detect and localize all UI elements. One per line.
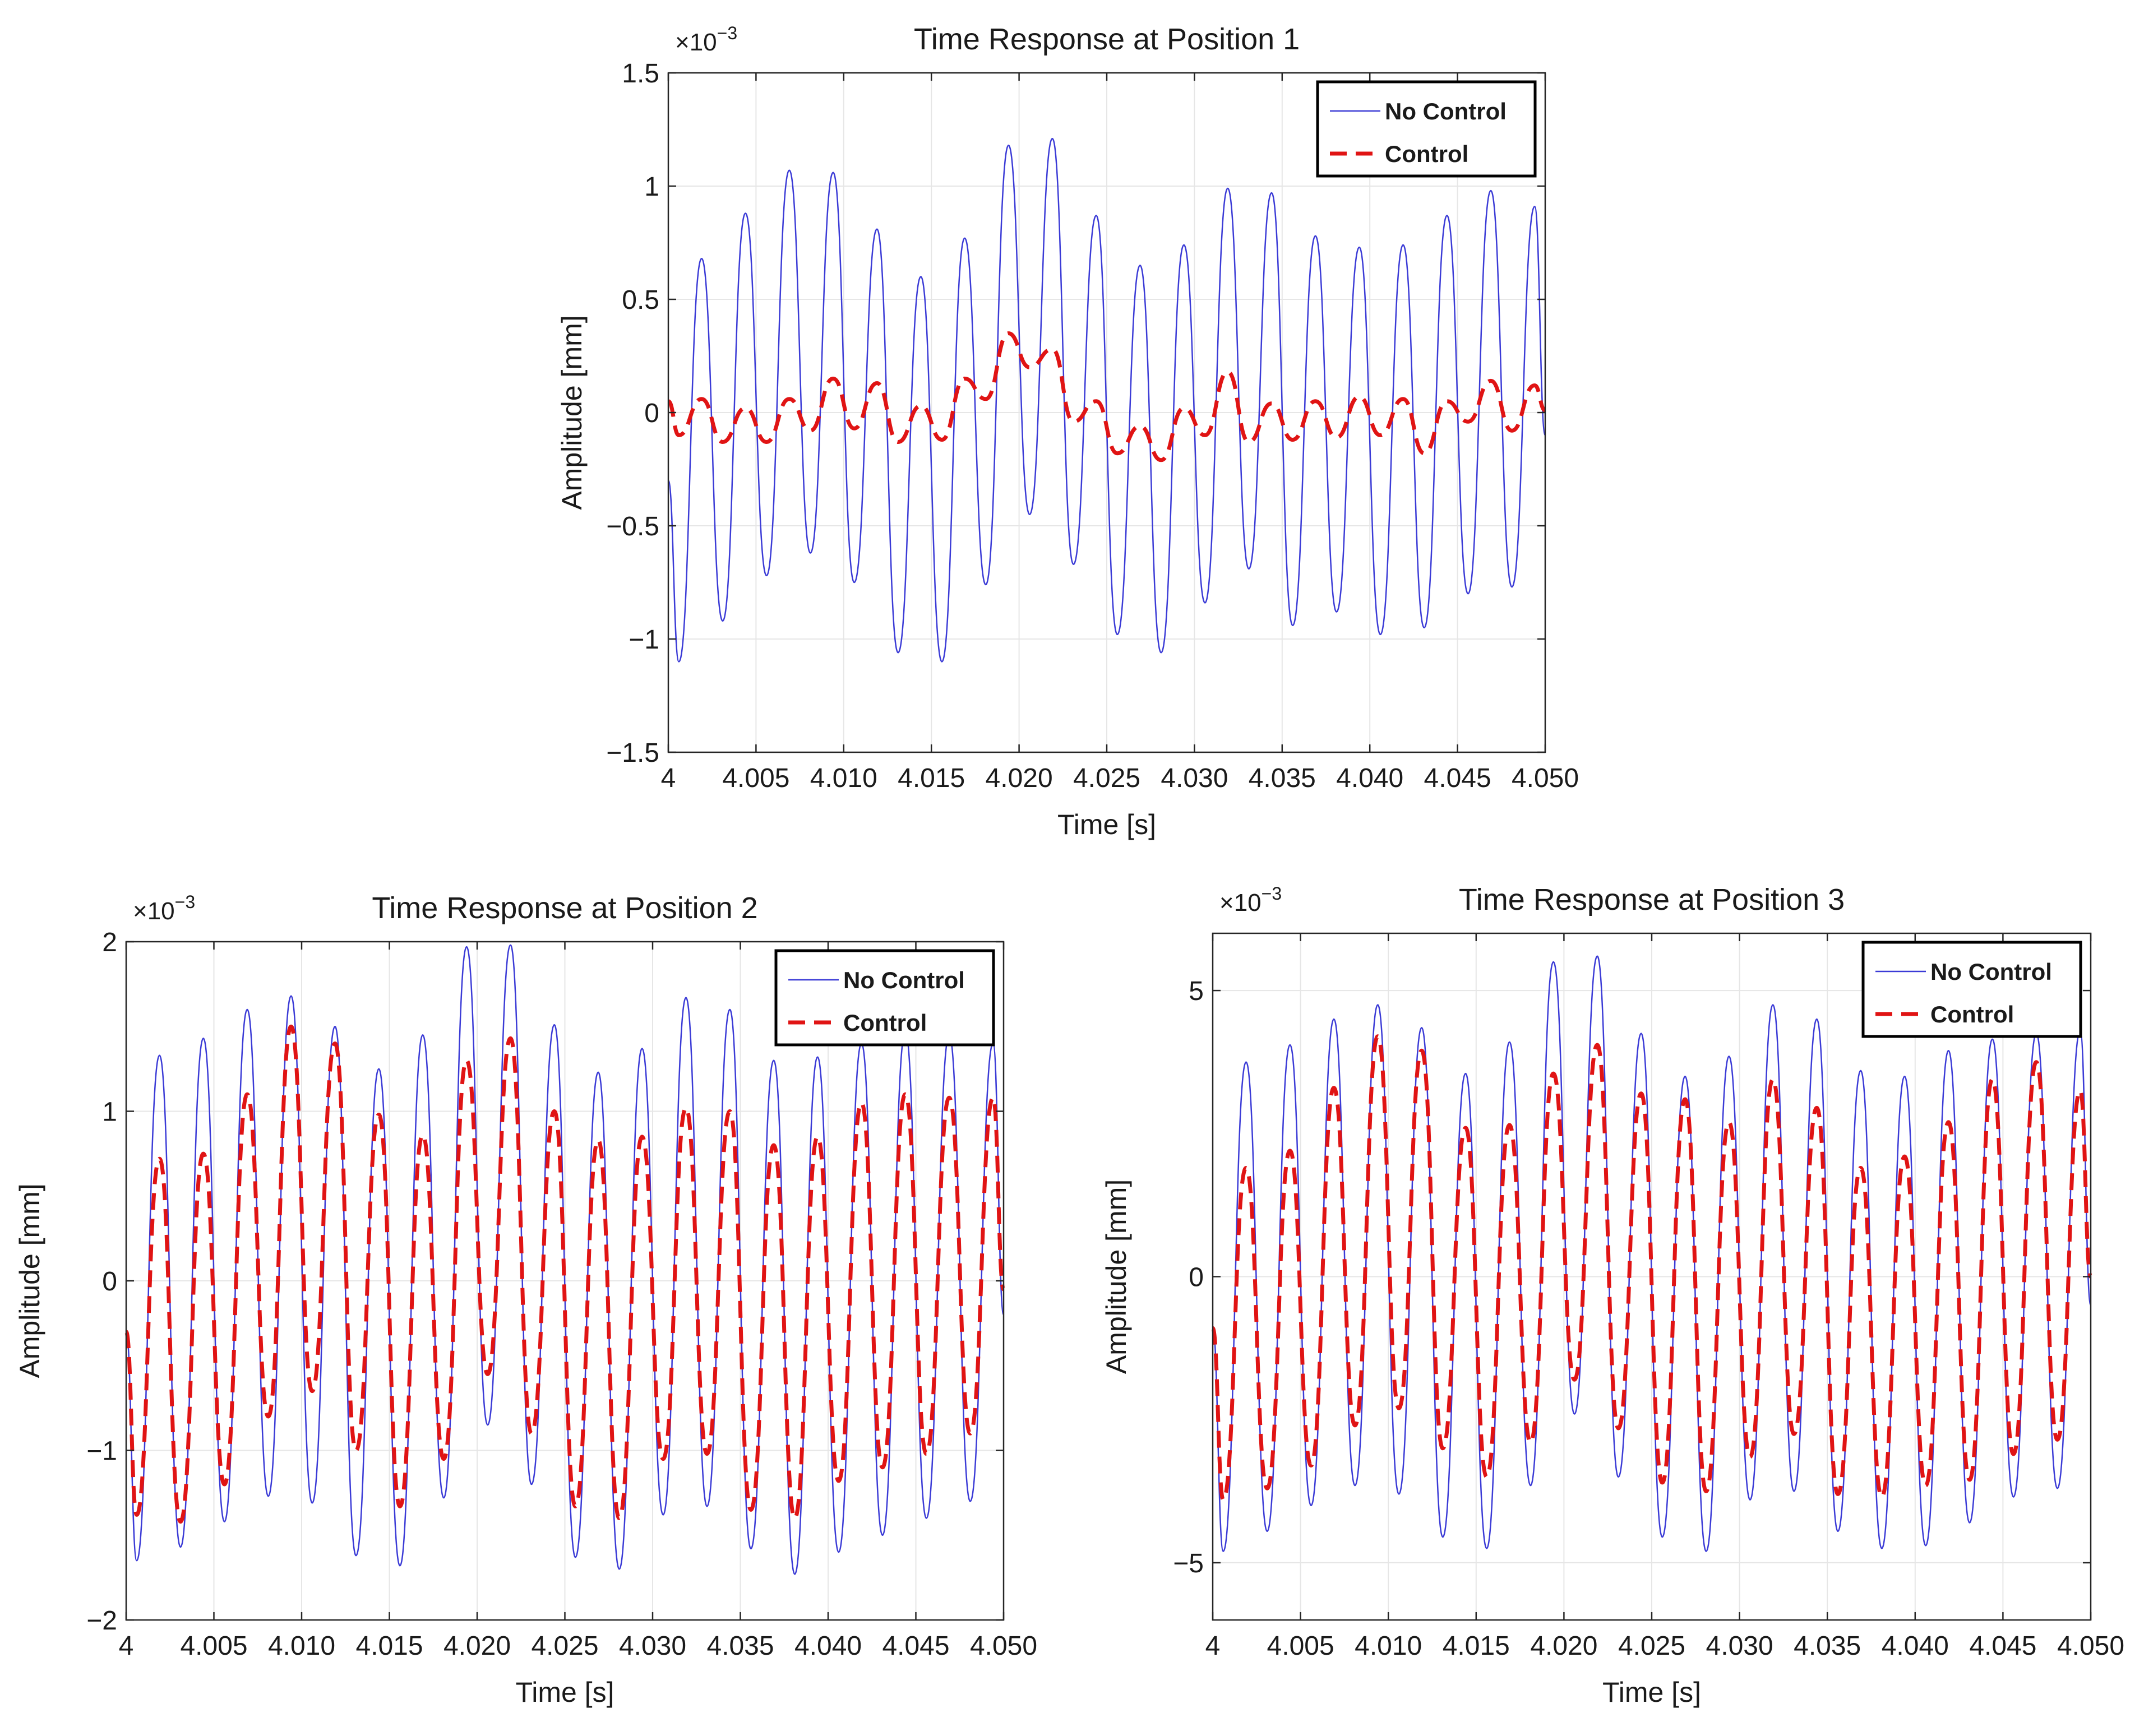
legend: No Control Control bbox=[1861, 941, 2082, 1038]
y-tick-label: 0.5 bbox=[622, 285, 659, 315]
x-tick-label: 4.045 bbox=[1424, 763, 1491, 793]
x-tick-label: 4.040 bbox=[794, 1631, 862, 1661]
y-tick-label: −1 bbox=[86, 1437, 117, 1466]
x-tick-label: 4.040 bbox=[1882, 1631, 1949, 1661]
series-line-control bbox=[667, 331, 1546, 462]
y-tick-label: 5 bbox=[1189, 976, 1204, 1006]
x-tick-label: 4.035 bbox=[706, 1631, 774, 1661]
legend-label: No Control bbox=[843, 967, 965, 993]
x-tick-label: 4.010 bbox=[1355, 1631, 1422, 1661]
series-line-control bbox=[1210, 1034, 2093, 1502]
legend-label: Control bbox=[1930, 1001, 2014, 1027]
x-axis-label: Time [s] bbox=[516, 1677, 614, 1708]
y-axis-label: Amplitude [mm] bbox=[14, 1183, 45, 1378]
x-tick-label: 4 bbox=[1205, 1631, 1221, 1661]
x-tick-label: 4.020 bbox=[986, 763, 1053, 793]
x-tick-label: 4.045 bbox=[882, 1631, 949, 1661]
y-axis-label: Amplitude [mm] bbox=[556, 315, 588, 510]
y-tick-label: 1 bbox=[644, 172, 659, 202]
x-tick-label: 4 bbox=[119, 1631, 134, 1661]
chart-panel-3: 4 4.005 4.010 4.015 4.020 4.025 4.030 4.035 4.04… bbox=[1101, 883, 2124, 1708]
x-tick-label: 4.010 bbox=[810, 763, 877, 793]
legend-label: No Control bbox=[1385, 98, 1507, 124]
chart-panel-2: 4 4.005 4.010 4.015 4.020 4.025 4.030 4.035 4.04… bbox=[14, 891, 1037, 1708]
series-line-control bbox=[124, 1024, 1006, 1524]
legend-label: No Control bbox=[1930, 959, 2052, 985]
x-tick-label: 4 bbox=[661, 763, 676, 793]
legend-box bbox=[774, 949, 995, 1047]
y-tick-label: 1.5 bbox=[622, 59, 659, 89]
x-tick-label: 4.020 bbox=[443, 1631, 511, 1661]
x-tick-label: 4.005 bbox=[722, 763, 789, 793]
y-tick-label: −5 bbox=[1173, 1549, 1204, 1578]
x-tick-label: 4.020 bbox=[1530, 1631, 1597, 1661]
y-tick-label: −0.5 bbox=[606, 512, 659, 541]
chart-title: Time Response at Position 3 bbox=[1459, 883, 1845, 916]
x-tick-label: 4.025 bbox=[1073, 763, 1140, 793]
x-tick-label: 4.025 bbox=[1618, 1631, 1685, 1661]
legend-label: Control bbox=[1385, 141, 1468, 167]
y-tick-label: 0 bbox=[644, 399, 659, 428]
chart-title: Time Response at Position 2 bbox=[372, 891, 757, 925]
x-tick-label: 4.030 bbox=[1706, 1631, 1773, 1661]
legend: No Control Control bbox=[1316, 80, 1537, 178]
x-tick-label: 4.050 bbox=[970, 1631, 1037, 1661]
axis-multiplier: ×10−3 bbox=[675, 23, 737, 56]
x-tick-label: 4.035 bbox=[1794, 1631, 1861, 1661]
legend-label: Control bbox=[843, 1010, 927, 1036]
y-tick-label: −2 bbox=[86, 1606, 117, 1636]
x-tick-label: 4.015 bbox=[355, 1631, 423, 1661]
x-tick-label: 4.025 bbox=[531, 1631, 598, 1661]
x-tick-label: 4.010 bbox=[268, 1631, 335, 1661]
legend: No Control Control bbox=[774, 949, 995, 1047]
axis-multiplier: ×10−3 bbox=[1219, 883, 1282, 916]
y-tick-label: 2 bbox=[102, 928, 117, 957]
y-tick-label: 1 bbox=[102, 1098, 117, 1127]
x-tick-label: 4.005 bbox=[180, 1631, 247, 1661]
y-tick-label: 0 bbox=[1189, 1263, 1204, 1293]
y-axis-label: Amplitude [mm] bbox=[1101, 1179, 1132, 1374]
x-tick-label: 4.050 bbox=[2057, 1631, 2124, 1661]
y-tick-label: −1.5 bbox=[606, 738, 659, 768]
x-tick-label: 4.045 bbox=[1969, 1631, 2036, 1661]
y-tick-label: 0 bbox=[102, 1267, 117, 1297]
chart-panel-1: 4 4.005 4.010 4.015 4.020 4.025 4.030 4.035 4.04… bbox=[556, 22, 1579, 840]
x-tick-label: 4.015 bbox=[898, 763, 965, 793]
x-tick-label: 4.030 bbox=[1161, 763, 1228, 793]
x-axis-label: Time [s] bbox=[1057, 809, 1156, 840]
x-tick-label: 4.015 bbox=[1443, 1631, 1510, 1661]
x-tick-label: 4.040 bbox=[1336, 763, 1403, 793]
legend-box bbox=[1316, 80, 1537, 178]
y-tick-label: −1 bbox=[629, 625, 659, 655]
x-tick-label: 4.035 bbox=[1249, 763, 1316, 793]
chart-title: Time Response at Position 1 bbox=[914, 22, 1300, 56]
x-axis-label: Time [s] bbox=[1602, 1677, 1701, 1708]
axis-multiplier: ×10−3 bbox=[133, 892, 195, 925]
x-tick-label: 4.030 bbox=[619, 1631, 686, 1661]
x-tick-label: 4.005 bbox=[1267, 1631, 1334, 1661]
x-tick-label: 4.050 bbox=[1512, 763, 1579, 793]
legend-box bbox=[1861, 941, 2082, 1038]
